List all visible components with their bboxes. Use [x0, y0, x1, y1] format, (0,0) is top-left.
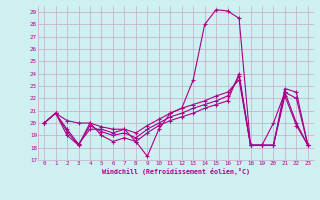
X-axis label: Windchill (Refroidissement éolien,°C): Windchill (Refroidissement éolien,°C) [102, 168, 250, 175]
